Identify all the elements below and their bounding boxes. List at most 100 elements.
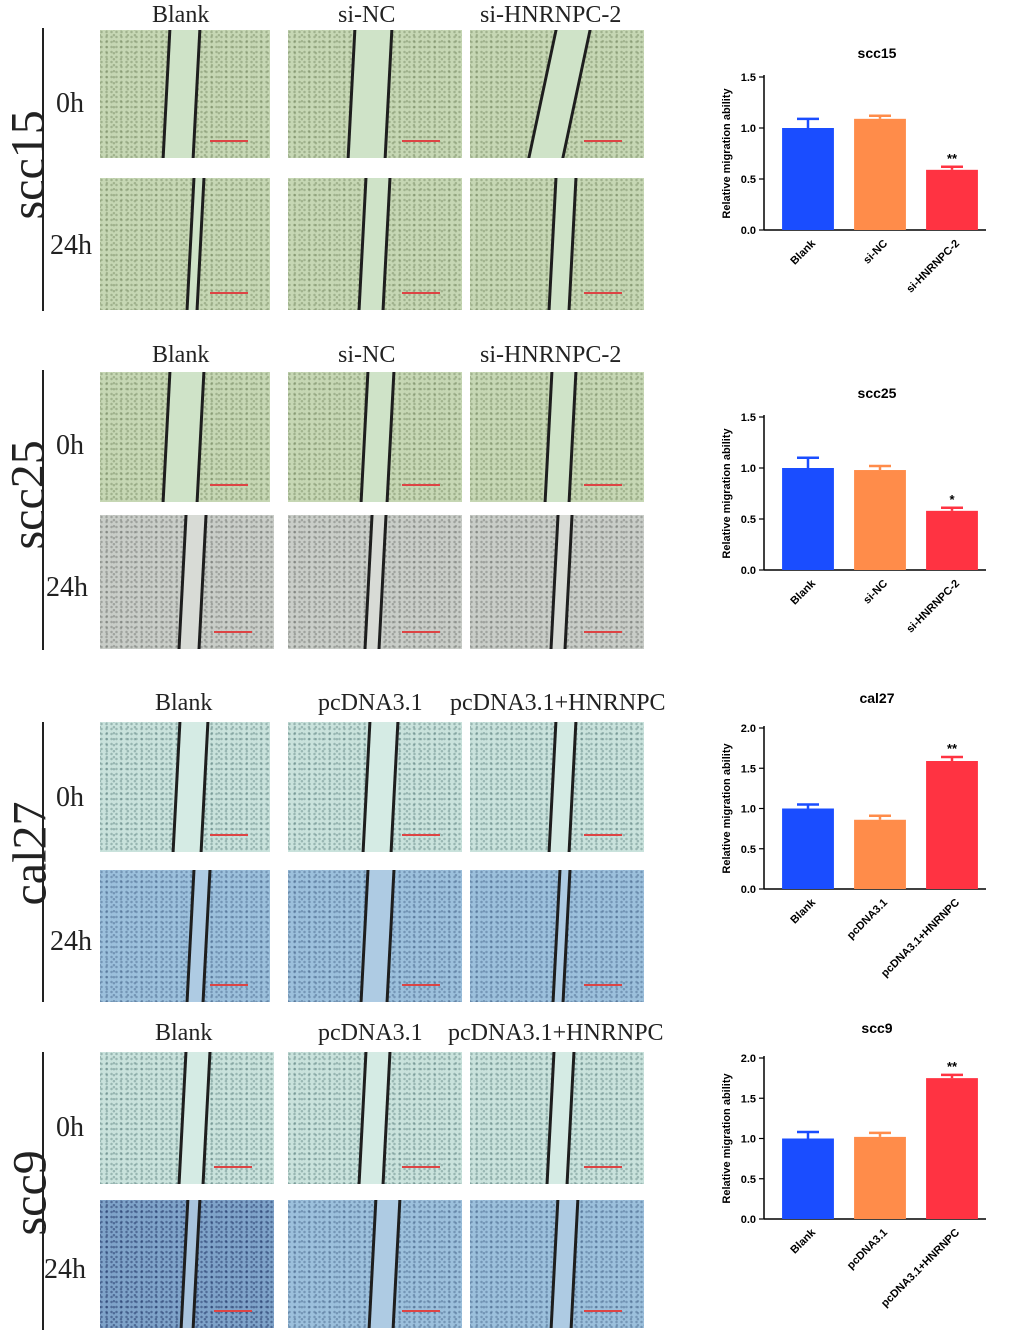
cell-line-label: scc9 [3, 1150, 57, 1236]
cell-line-label: scc15 [1, 110, 55, 220]
significance-marker: ** [947, 151, 958, 166]
bar-chart-cal27: cal27 Relative migration ability 0.0 0.5 1.0… [721, 690, 986, 980]
column-label-control: pcDNA3.1 [318, 690, 423, 716]
bar [782, 1138, 834, 1219]
panel-divider-line [42, 28, 44, 311]
column-label-control: si-NC [338, 2, 396, 28]
significance-marker: ** [947, 741, 958, 756]
y-axis-label: Relative migration ability [721, 1073, 733, 1204]
y-axis-label: Relative migration ability [721, 88, 733, 219]
bar [854, 118, 906, 230]
panel-scc15: Blank si-NC si-HNRNPC-2 scc15 0h 24h scc… [0, 0, 1020, 330]
micrograph-control-0h [288, 30, 462, 158]
y-tick-label: 2.0 [741, 1053, 756, 1065]
y-tick-label: 1.0 [741, 804, 756, 816]
scale-bar [584, 984, 622, 986]
micrograph-treatment-24h [470, 1200, 644, 1328]
micrograph-blank-0h [100, 1052, 274, 1184]
x-tick-label: pcDNA3.1+HNRNPC [879, 1227, 962, 1310]
significance-marker: ** [947, 1059, 958, 1074]
micrograph-treatment-24h [470, 515, 644, 649]
bar [926, 169, 978, 230]
scale-bar [402, 631, 440, 633]
micrograph-blank-24h [100, 1200, 274, 1328]
bar [782, 808, 834, 889]
column-label-blank: Blank [152, 2, 210, 28]
column-label-treatment: pcDNA3.1+HNRNPC [450, 690, 666, 716]
panel-scc9: Blank pcDNA3.1 pcDNA3.1+HNRNPC scc9 0h 2… [0, 1016, 1020, 1334]
micrograph-control-24h [288, 1200, 462, 1328]
y-tick-label: 0.0 [741, 225, 756, 237]
panel-divider-line [42, 722, 44, 1002]
cell-texture [100, 178, 270, 310]
scale-bar [214, 1166, 252, 1168]
bar [782, 128, 834, 230]
x-tick-label: pcDNA3.1+HNRNPC [879, 897, 962, 980]
y-tick-label: 1.5 [741, 1093, 756, 1105]
micrograph-control-24h [288, 178, 462, 310]
time-label-24h: 24h [46, 572, 88, 603]
bar [854, 470, 906, 570]
cell-line-label: cal27 [3, 801, 57, 906]
y-tick-label: 1.0 [741, 463, 756, 475]
x-tick-label: Blank [788, 896, 818, 926]
column-label-treatment: si-HNRNPC-2 [480, 2, 622, 28]
micrograph-control-0h [288, 372, 462, 502]
chart-title: cal27 [859, 690, 894, 706]
micrograph-blank-0h [100, 30, 270, 158]
micrograph-blank-24h [100, 178, 270, 310]
time-label-0h: 0h [56, 88, 84, 119]
scale-bar [210, 484, 248, 486]
panel-scc25: Blank si-NC si-HNRNPC-2 scc25 0h 24h scc… [0, 340, 1020, 660]
scale-bar [210, 140, 248, 142]
scale-bar [210, 984, 248, 986]
micrograph-treatment-24h [470, 178, 644, 310]
column-label-blank: Blank [155, 1020, 213, 1046]
y-tick-label: 0.0 [741, 884, 756, 896]
bar-chart-scc9: scc9 Relative migration ability 0.0 0.5 1.0 1… [721, 1020, 986, 1310]
column-label-treatment: pcDNA3.1+HNRNPC [448, 1020, 664, 1046]
micrograph-treatment-24h [470, 870, 644, 1002]
scale-bar [210, 834, 248, 836]
y-tick-label: 1.0 [741, 1134, 756, 1146]
micrograph-control-0h [288, 1052, 462, 1184]
micrograph-treatment-0h [470, 1052, 644, 1184]
micrograph-blank-24h [100, 870, 270, 1002]
y-tick-label: 1.5 [741, 763, 756, 775]
scale-bar [584, 631, 622, 633]
y-tick-label: 0.5 [741, 514, 756, 526]
scale-bar [402, 1166, 440, 1168]
y-tick-label: 0.0 [741, 1214, 756, 1226]
x-tick-label: pcDNA3.1 [845, 897, 890, 942]
scale-bar [402, 292, 440, 294]
x-tick-label: pcDNA3.1 [845, 1227, 890, 1272]
scale-bar [584, 1166, 622, 1168]
y-tick-label: 0.5 [741, 844, 756, 856]
bar-chart-scc25: scc25 Relative migration ability 0.0 0.5 1.0… [721, 385, 986, 635]
scale-bar [584, 484, 622, 486]
micrograph-control-0h [288, 722, 462, 852]
scale-bar [402, 140, 440, 142]
micrograph-treatment-0h [470, 372, 644, 502]
scale-bar [402, 1310, 440, 1312]
chart-title: scc25 [858, 385, 897, 401]
column-label-control: pcDNA3.1 [318, 1020, 423, 1046]
cell-line-label: scc25 [1, 440, 55, 550]
x-tick-label: si-NC [861, 578, 890, 607]
column-label-control: si-NC [338, 342, 396, 368]
y-tick-label: 0.5 [741, 1174, 756, 1186]
x-tick-label: si-HNRNPC-2 [904, 238, 962, 296]
y-tick-label: 0.0 [741, 565, 756, 577]
panel-cal27: Blank pcDNA3.1 pcDNA3.1+HNRNPC cal27 0h … [0, 686, 1020, 1006]
micrograph-blank-0h [100, 722, 270, 852]
time-label-24h: 24h [50, 926, 92, 957]
y-tick-label: 1.5 [741, 72, 756, 84]
y-tick-label: 2.0 [741, 723, 756, 735]
micrograph-treatment-0h [470, 30, 644, 158]
scale-bar [402, 984, 440, 986]
bar [926, 1078, 978, 1219]
micrograph-control-24h [288, 515, 462, 649]
micrograph-blank-0h [100, 372, 270, 502]
scale-bar [214, 1310, 252, 1312]
scale-bar [584, 1310, 622, 1312]
